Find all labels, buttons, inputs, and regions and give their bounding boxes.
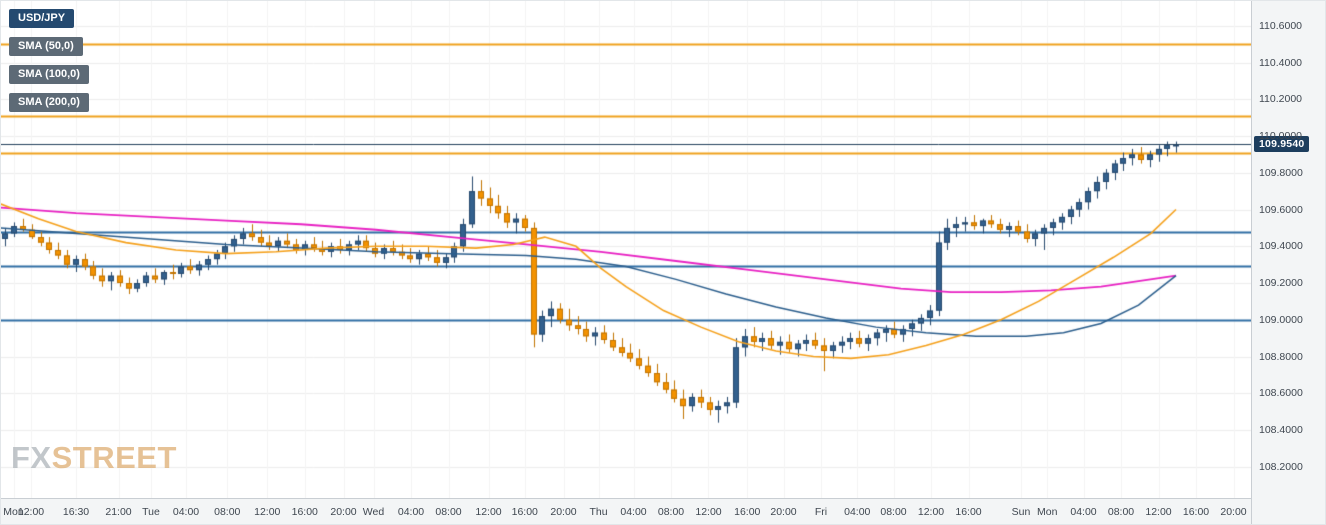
- sma200-legend-chip: SMA (200,0): [9, 93, 89, 112]
- time-tick-label: 16:00: [511, 506, 538, 518]
- time-tick-label: 08:00: [880, 506, 907, 518]
- time-tick-label: 04:00: [172, 506, 200, 518]
- time-tick-label: 16:00: [1182, 506, 1210, 518]
- time-tick-label: Sun: [1011, 506, 1031, 518]
- fxstreet-watermark: FXSTREET: [11, 441, 177, 475]
- time-tick-label: Fri: [814, 506, 828, 518]
- price-chart-canvas[interactable]: [1, 1, 1251, 498]
- time-tick-label: 20:00: [330, 506, 357, 518]
- time-tick-label: 12:00: [1145, 506, 1172, 518]
- price-tick-label: 110.4000: [1259, 56, 1303, 69]
- time-tick-label: 04:00: [844, 506, 871, 518]
- price-tick-label: 110.2000: [1259, 93, 1303, 106]
- time-tick-label: 04:00: [1070, 506, 1097, 518]
- price-tick-label: 108.4000: [1259, 424, 1303, 437]
- time-tick-label: Tue: [142, 506, 160, 518]
- time-tick-label: 04:00: [397, 506, 425, 518]
- time-tick-label: 16:00: [734, 506, 761, 518]
- price-tick-label: 108.6000: [1259, 387, 1303, 400]
- time-tick-label: 16:30: [62, 506, 90, 518]
- time-tick-label: 12:00: [254, 506, 281, 518]
- time-tick-label: 12:00: [17, 506, 45, 518]
- price-tick-label: 108.8000: [1259, 350, 1303, 363]
- time-tick-label: Thu: [589, 506, 608, 518]
- symbol-legend-chip: USD/JPY: [9, 9, 75, 28]
- time-tick-label: 21:00: [105, 506, 132, 518]
- sma100-legend-chip: SMA (100,0): [9, 65, 89, 84]
- price-tick-label: 109.6000: [1259, 203, 1303, 216]
- time-tick-label: Mon: [1037, 506, 1058, 518]
- time-tick-label: 08:00: [435, 506, 462, 518]
- time-tick-label: 12:00: [695, 506, 722, 518]
- price-tick-label: 108.2000: [1259, 460, 1303, 473]
- current-price-badge: 109.9540: [1254, 136, 1310, 153]
- chart-legend: USD/JPY SMA (50,0) SMA (100,0) SMA (200,…: [9, 9, 89, 121]
- time-tick-label: 20:00: [550, 506, 577, 518]
- time-tick-label: 12:00: [475, 506, 502, 518]
- time-tick-label: 16:00: [955, 506, 982, 518]
- time-tick-label: 12:00: [917, 506, 945, 518]
- watermark-street-text: STREET: [51, 440, 177, 475]
- time-tick-label: 20:00: [1220, 506, 1247, 518]
- price-tick-label: 110.0000: [1259, 130, 1303, 143]
- time-tick-label: 16:00: [291, 506, 318, 518]
- time-tick-label: 08:00: [657, 506, 685, 518]
- time-axis[interactable]: Mon 12:00 16:30 21:00 Tue 04:00 08:00 12:00 16:0…: [1, 498, 1251, 524]
- sma50-legend-chip: SMA (50,0): [9, 37, 83, 56]
- price-tick-label: 109.0000: [1259, 313, 1303, 326]
- time-tick-label: 08:00: [214, 506, 241, 518]
- price-tick-label: 109.4000: [1259, 240, 1303, 253]
- time-tick-label: Mon: [3, 506, 24, 518]
- time-tick-label: 04:00: [620, 506, 647, 518]
- time-tick-label: 20:00: [770, 506, 797, 518]
- price-tick-label: 110.6000: [1259, 19, 1303, 32]
- price-tick-label: 109.2000: [1259, 277, 1303, 290]
- price-axis[interactable]: 109.9540 110.6000 110.4000 110.2000 110.000…: [1251, 1, 1325, 524]
- time-tick-label: Wed: [362, 506, 385, 518]
- price-tick-label: 109.8000: [1259, 166, 1303, 179]
- watermark-fx-text: FX: [11, 440, 52, 475]
- time-tick-label: 08:00: [1107, 506, 1135, 518]
